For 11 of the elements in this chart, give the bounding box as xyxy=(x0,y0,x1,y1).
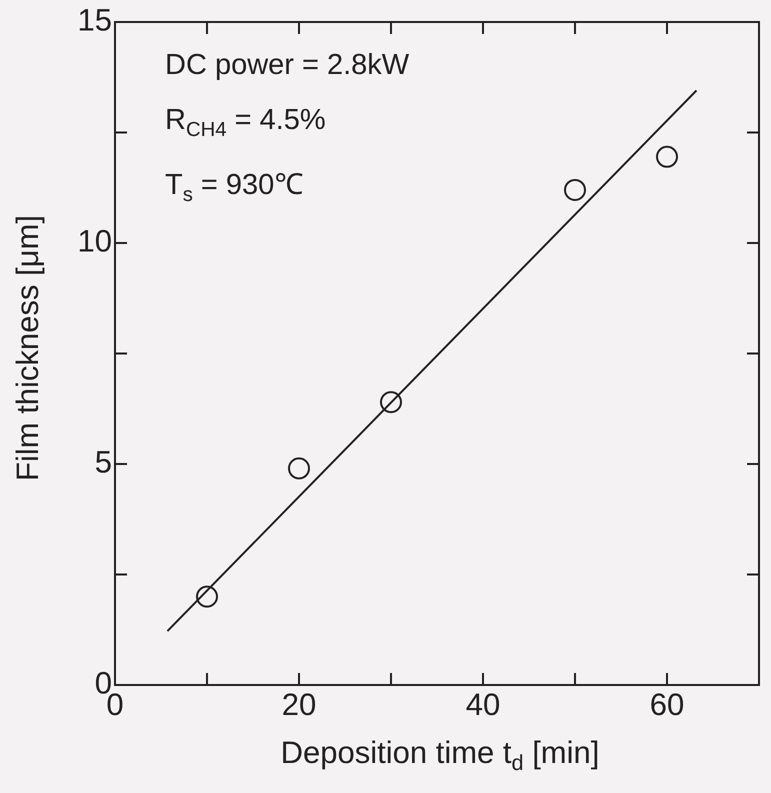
annotation: R$_{CH4}$ = 4.5% xyxy=(165,103,327,143)
annotation: DC power = 2.8kW xyxy=(165,48,410,83)
x-tick-label: 60 xyxy=(650,687,684,722)
y-tick-label: 5 xyxy=(94,444,112,480)
y-axis-title: Film thickness [μm] xyxy=(10,214,46,483)
x-axis-title: Deposition time t$_{d}$ [min] xyxy=(280,735,600,776)
y-tick-label: 10 xyxy=(78,224,112,259)
x-tick-label: 20 xyxy=(282,687,316,722)
annotation: T$_{s}$ = 930℃ xyxy=(165,168,304,208)
x-tick-label: 40 xyxy=(466,687,500,722)
y-tick-label: 15 xyxy=(78,2,112,38)
